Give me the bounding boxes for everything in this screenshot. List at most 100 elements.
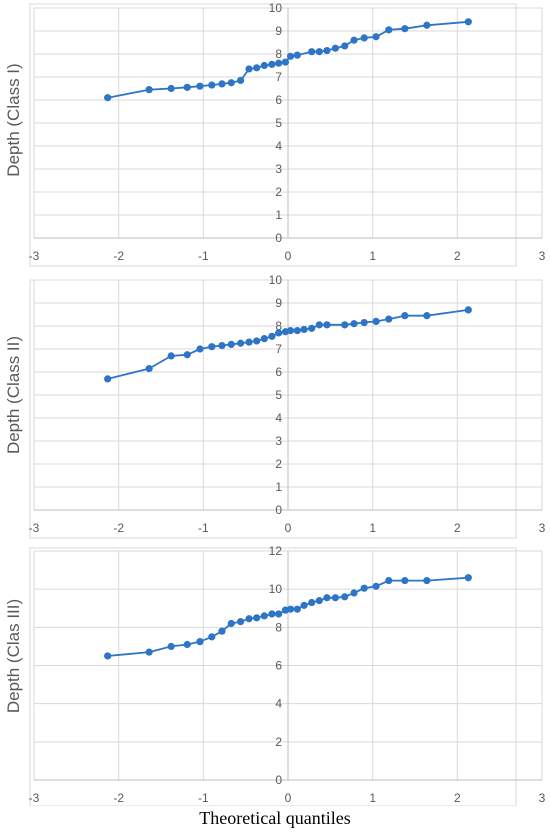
data-point [145,86,153,94]
data-point [275,329,283,337]
data-point [196,82,204,90]
data-point [286,327,295,335]
data-point [104,94,112,102]
chart-plot-2: -3 -2 -1 0 1 2 3 0 1 2 3 4 5 6 7 8 9 10 [29,273,546,539]
data-point [464,306,472,314]
y-tick-label: 10 [269,582,283,596]
x-tick-label: -2 [113,249,124,263]
data-point [104,652,112,660]
y-tick-label: 1 [275,480,282,494]
data-point [308,324,316,332]
data-point [268,610,276,618]
x-tick-label: 2 [454,521,461,535]
y-tick-label: 10 [269,273,283,287]
data-point [145,648,153,656]
chart-frame [29,279,517,539]
data-point [183,83,191,91]
x-tick-label: 0 [285,249,292,263]
data-point [372,33,380,41]
y-tick-label: 2 [275,457,282,471]
x-tick-label: 0 [285,791,292,805]
chart-panel-1: -3 -2 -1 0 1 2 3 0 1 2 3 4 5 6 7 8 9 10 Depth (Class I) [0,0,550,270]
x-tick-label: -1 [198,249,209,263]
x-tick-label: -1 [198,791,209,805]
x-tick-label: 3 [539,521,546,535]
data-point [236,618,245,626]
y-tick-label: 8 [275,620,282,634]
y-tick-label: 4 [275,697,282,711]
y-tick-label: 9 [275,24,282,38]
data-point [218,80,226,88]
data-point [167,642,175,651]
y-tick-label: 2 [275,185,282,199]
x-tick-label: -2 [113,791,124,805]
data-point [208,633,216,641]
x-tick-label: 2 [454,249,461,263]
data-point [401,312,409,320]
data-point [167,352,175,360]
chart-frame [29,547,517,806]
data-point [300,325,308,334]
data-point [268,60,276,68]
data-point [401,576,409,585]
y-tick-label: 8 [275,319,282,333]
data-point [275,59,283,67]
data-point [236,339,245,347]
y-axis-label-2: Depth (Class II) [4,335,23,455]
data-point [260,61,268,70]
data-point [315,321,323,329]
data-point [341,42,349,50]
x-tick-label: -2 [113,521,124,535]
data-point [286,605,295,613]
y-tick-label: 3 [275,434,282,448]
data-point [227,340,235,348]
x-tick-label: -3 [29,249,40,263]
data-point [145,364,153,373]
y-tick-label: 6 [275,659,282,673]
data-point [360,34,368,42]
data-point [341,321,349,329]
x-tick-label: -1 [198,521,209,535]
data-point [293,605,301,613]
data-point [308,598,316,607]
data-point [245,615,253,623]
y-axis-label-1: Depth (Class I) [4,63,23,177]
chart-panel-2: -3 -2 -1 0 1 2 3 0 1 2 3 4 5 6 7 8 9 10 Depth (Class II) [0,272,550,542]
data-point [323,321,331,329]
y-tick-label: 7 [275,342,282,356]
data-point [401,25,409,33]
data-point [315,597,323,605]
y-axis-label-3: Depth (Clas III) [4,598,23,714]
y-tick-label: 5 [275,388,282,402]
x-tick-label: 2 [454,791,461,805]
data-point [227,79,235,87]
data-point [331,594,340,602]
data-point [360,584,368,592]
data-point [104,375,112,383]
data-point [208,343,216,351]
chart-frame [29,3,517,267]
data-point [196,345,204,353]
x-tick-label: 3 [539,791,546,805]
y-tick-label: 4 [275,411,282,425]
data-point [385,315,393,323]
data-point [218,341,226,350]
y-tick-label: 3 [275,162,282,176]
data-point [183,351,191,359]
y-tick-label: 9 [275,296,282,310]
data-point [423,21,431,29]
data-point [331,44,340,52]
data-point [360,318,368,327]
data-point [341,593,349,601]
data-point [423,576,431,585]
x-tick-label: 1 [369,791,376,805]
x-tick-label: -3 [29,521,40,535]
y-tick-label: 2 [275,735,282,749]
y-tick-label: 5 [275,116,282,130]
data-point [286,52,295,60]
y-tick-label: 7 [275,70,282,84]
data-point [260,335,268,343]
data-point [268,332,276,340]
data-point [464,574,472,582]
